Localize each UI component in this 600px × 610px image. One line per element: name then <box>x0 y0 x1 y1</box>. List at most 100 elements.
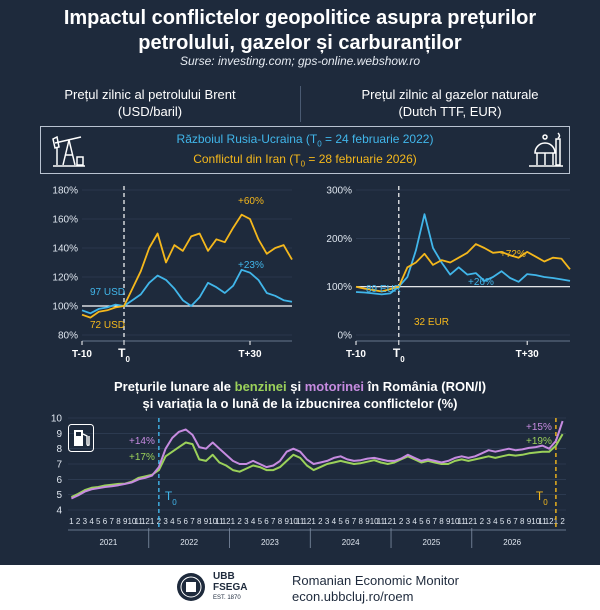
month-tick-label: 8 <box>359 517 364 526</box>
month-tick-label: 3 <box>83 517 88 526</box>
month-tick-label: 3 <box>163 517 168 526</box>
year-label: 2021 <box>99 538 117 547</box>
month-tick-label: 2 <box>76 517 81 526</box>
month-tick-label: 11 <box>538 517 547 526</box>
month-tick-label: 12 <box>383 517 392 526</box>
annotation-label: +19% <box>526 436 552 447</box>
month-tick-label: 8 <box>439 517 444 526</box>
month-tick-label: 12 <box>141 517 150 526</box>
annotation-label: +72% <box>500 249 526 260</box>
month-tick-label: 12 <box>545 517 554 526</box>
month-tick-label: 9 <box>204 517 209 526</box>
month-tick-label: 10 <box>127 517 136 526</box>
month-tick-label: 6 <box>426 517 431 526</box>
month-tick-label: 1 <box>473 517 478 526</box>
ubb-crest-logo <box>177 573 205 601</box>
legend-iran: Conflictul din Iran (T0 = 28 februarie 2… <box>193 152 417 169</box>
annotation-label: +23% <box>238 260 264 271</box>
y-tick-label: 80% <box>58 331 78 342</box>
x-tick-label: T+30 <box>238 349 262 360</box>
t0-label: T0 <box>536 489 548 507</box>
month-tick-label: 3 <box>486 517 491 526</box>
month-tick-label: 6 <box>264 517 269 526</box>
month-tick-label: 11 <box>215 517 224 526</box>
month-tick-label: 4 <box>493 517 498 526</box>
month-tick-label: 1 <box>311 517 316 526</box>
month-tick-label: 8 <box>278 517 283 526</box>
month-tick-label: 10 <box>370 517 379 526</box>
month-tick-label: 2 <box>237 517 242 526</box>
month-tick-label: 10 <box>208 517 217 526</box>
oil-pump-icon <box>52 135 85 167</box>
month-tick-label: 6 <box>103 517 108 526</box>
month-tick-label: 11 <box>135 517 144 526</box>
month-tick-label: 4 <box>412 517 417 526</box>
x-tick-label: T+30 <box>516 349 540 360</box>
y-tick-label: 7 <box>56 460 62 471</box>
month-tick-label: 2 <box>399 517 404 526</box>
year-label: 2023 <box>261 538 279 547</box>
month-tick-label: 6 <box>184 517 189 526</box>
fsega-logo: UBB FSEGA EST. 1870 <box>213 571 248 601</box>
gas-price-chart: 0% 100% 200% 300% T-10 T0 T+30 89 EUR 32 EUR +72%… <box>326 186 571 364</box>
month-tick-label: 5 <box>338 517 343 526</box>
gas-plant-icon <box>529 132 563 167</box>
y-tick-label: 8 <box>56 444 62 455</box>
year-label: 2025 <box>423 538 441 547</box>
month-tick-label: 10 <box>531 517 540 526</box>
month-tick-label: 7 <box>352 517 357 526</box>
month-tick-label: 12 <box>464 517 473 526</box>
month-tick-label: 3 <box>244 517 249 526</box>
month-tick-label: 12 <box>302 517 311 526</box>
y-tick-label: 200% <box>326 234 352 245</box>
y-tick-label: 0% <box>338 331 353 342</box>
annotation-label: +15% <box>526 422 552 433</box>
annotation-label: 89 EUR <box>366 284 401 295</box>
x-tick-label: T-10 <box>72 349 92 360</box>
month-tick-label: 6 <box>507 517 512 526</box>
y-tick-label: 6 <box>56 475 62 486</box>
month-tick-label: 2 <box>560 517 565 526</box>
annotation-label: +17% <box>129 452 155 463</box>
russia-series-line <box>355 213 571 296</box>
iran-series-line <box>81 213 293 319</box>
month-tick-label: 5 <box>258 517 263 526</box>
legend-russia: Războiul Rusia-Ucraina (T0 = 24 februari… <box>176 132 434 149</box>
month-tick-label: 11 <box>296 517 305 526</box>
month-tick-label: 1 <box>69 517 74 526</box>
month-tick-label: 3 <box>325 517 330 526</box>
oil-price-chart: 80% 100% 120% 140% 160% 180% T-10 T0 T+30 97 USD 7… <box>52 186 293 364</box>
year-label: 2022 <box>180 538 198 547</box>
oil-chart-title: Prețul zilnic al petrolului Brent (USD/b… <box>64 87 236 119</box>
t0-label: T0 <box>165 489 177 507</box>
month-tick-label: 1 <box>150 517 155 526</box>
month-tick-label: 2 <box>157 517 162 526</box>
month-tick-label: 5 <box>96 517 101 526</box>
footer-text: Romanian Economic Monitor econ.ubbcluj.r… <box>292 573 459 604</box>
x-tick-label: T-10 <box>346 349 366 360</box>
annotation-label: 32 EUR <box>414 317 449 328</box>
footer: UBB FSEGA EST. 1870 Romanian Economic Mo… <box>0 565 600 610</box>
month-tick-label: 4 <box>89 517 94 526</box>
x-tick-label: T0 <box>393 346 405 364</box>
month-tick-label: 9 <box>365 517 370 526</box>
x-tick-label: T0 <box>118 346 130 364</box>
annotation-label: +26% <box>468 277 494 288</box>
month-tick-label: 5 <box>419 517 424 526</box>
month-tick-label: 7 <box>110 517 115 526</box>
annotation-label: +60% <box>238 196 264 207</box>
month-tick-label: 2 <box>480 517 485 526</box>
month-tick-label: 7 <box>271 517 276 526</box>
month-tick-label: 1 <box>554 517 559 526</box>
month-tick-label: 7 <box>190 517 195 526</box>
y-tick-label: 4 <box>56 506 62 517</box>
month-tick-label: 9 <box>284 517 289 526</box>
month-tick-label: 4 <box>251 517 256 526</box>
conflict-legend: Războiul Rusia-Ucraina (T0 = 24 februari… <box>40 126 570 174</box>
y-tick-label: 9 <box>56 429 62 440</box>
month-tick-label: 2 <box>318 517 323 526</box>
motorina-series-line <box>70 420 564 500</box>
month-tick-label: 8 <box>520 517 525 526</box>
y-tick-label: 5 <box>56 490 62 501</box>
